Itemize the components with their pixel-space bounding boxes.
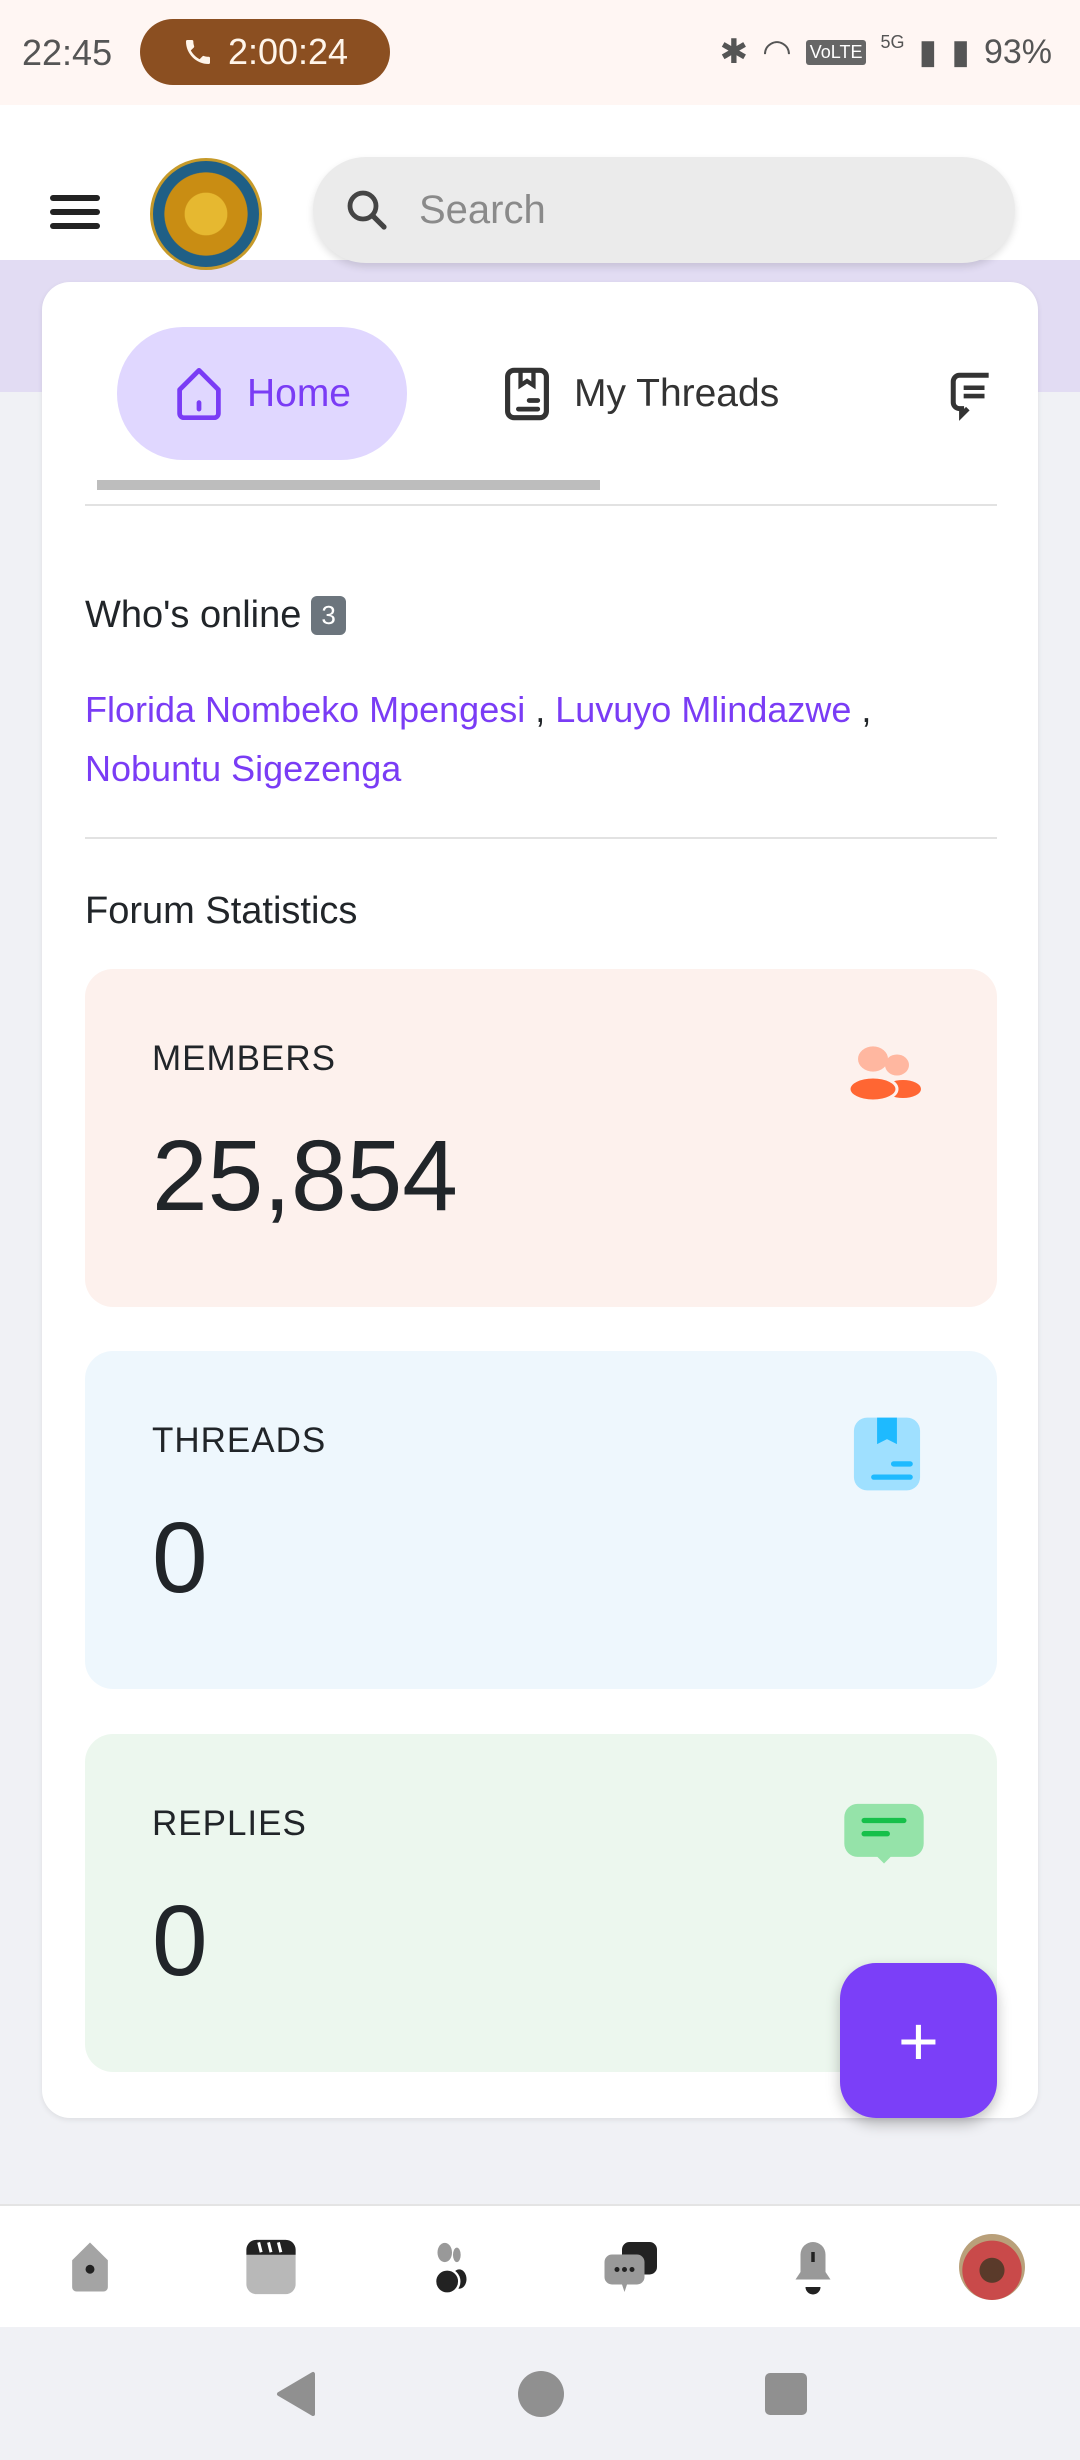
- tab-label: Home: [246, 371, 352, 415]
- stat-label: MEMBERS: [152, 1039, 336, 1078]
- nav-users-icon[interactable]: [417, 2232, 487, 2302]
- divider: [85, 837, 997, 839]
- message-icon: [950, 372, 989, 421]
- wifi-icon: ◠: [762, 33, 792, 71]
- separator: ,: [851, 689, 872, 730]
- call-indicator[interactable]: 2:00:24: [140, 19, 390, 85]
- phone-icon: [185, 40, 210, 64]
- stat-value: 0: [152, 1502, 208, 1614]
- search-icon: [347, 190, 387, 230]
- system-nav-bar: [0, 2327, 1080, 2460]
- stat-value: 25,854: [152, 1120, 458, 1232]
- users-icon: [847, 1046, 921, 1103]
- main-card: Home My Threads Who's online 3 Florida N…: [42, 282, 1038, 2118]
- bookmark-book-icon: [505, 367, 549, 420]
- stat-value: 0: [152, 1885, 208, 1997]
- divider: [85, 504, 997, 506]
- whos-online-title: Who's online: [85, 594, 302, 636]
- tabs-scrollbar[interactable]: [97, 480, 600, 490]
- system-icons: ✱ ◠ VoLTE 5G ▮ ▮ 93%: [720, 32, 1052, 72]
- threads-card: THREADS 0: [85, 1351, 997, 1689]
- back-icon[interactable]: [273, 2370, 317, 2418]
- bluetooth-icon: ✱: [719, 33, 749, 71]
- create-thread-button[interactable]: +: [840, 1963, 997, 2118]
- message-icon: [844, 1803, 924, 1864]
- online-users-list: Florida Nombeko Mpengesi , Luvuyo Mlinda…: [85, 680, 985, 798]
- stat-label: REPLIES: [152, 1804, 307, 1843]
- search-input[interactable]: [419, 187, 979, 233]
- signal-icon: ▮: [918, 33, 938, 71]
- battery-icon: ▮: [951, 33, 970, 71]
- bottom-nav: [0, 2204, 1080, 2327]
- stat-label: THREADS: [152, 1421, 327, 1460]
- volte-icon: VoLTE: [805, 39, 867, 65]
- network-type: 5G: [880, 32, 905, 52]
- battery-level: 93%: [983, 32, 1052, 71]
- separator: ,: [525, 689, 556, 730]
- tab-my-threads[interactable]: My Threads: [502, 327, 779, 460]
- bookmark-book-icon: [853, 1417, 921, 1491]
- site-logo[interactable]: [150, 158, 262, 270]
- whos-online-heading: Who's online 3: [85, 594, 346, 637]
- recents-icon[interactable]: [765, 2372, 807, 2415]
- online-user-link[interactable]: Nobuntu Sigezenga: [85, 748, 402, 789]
- online-user-link[interactable]: Florida Nombeko Mpengesi: [85, 689, 526, 730]
- online-count-badge: 3: [311, 596, 346, 635]
- members-card: MEMBERS 25,854: [85, 969, 997, 1307]
- nav-home-icon[interactable]: [55, 2232, 125, 2302]
- nav-chat-icon[interactable]: [597, 2232, 667, 2302]
- status-bar: 22:45 2:00:24 ✱ ◠ VoLTE 5G ▮ ▮ 93%: [0, 0, 1080, 105]
- clock: 22:45: [22, 32, 113, 73]
- tab-home[interactable]: Home: [117, 327, 407, 460]
- tab-more[interactable]: [947, 327, 997, 460]
- search-bar[interactable]: [313, 157, 1015, 263]
- online-user-link[interactable]: Luvuyo Mlindazwe: [555, 689, 852, 730]
- tab-label: My Threads: [574, 371, 780, 415]
- call-timer: 2:00:24: [227, 31, 349, 72]
- home-icon: [177, 367, 221, 420]
- nav-bell-icon[interactable]: [778, 2232, 848, 2302]
- avatar[interactable]: [958, 2233, 1025, 2300]
- home-button-icon[interactable]: [517, 2370, 565, 2418]
- forum-statistics-heading: Forum Statistics: [85, 890, 358, 932]
- nav-video-icon[interactable]: [236, 2232, 306, 2302]
- menu-icon[interactable]: [50, 195, 100, 229]
